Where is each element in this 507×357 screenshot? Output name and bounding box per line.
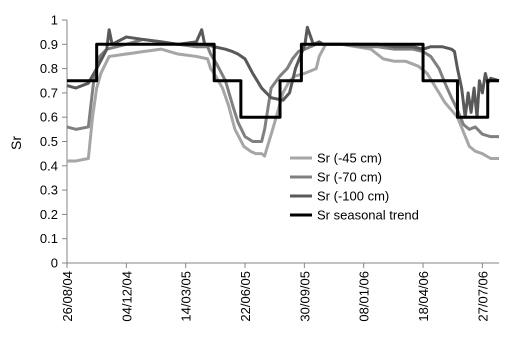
x-tick-label: 30/09/05: [297, 271, 312, 322]
y-tick-label: 0.7: [40, 85, 58, 100]
y-tick-label: 0.2: [40, 207, 58, 222]
y-tick-label: 0.3: [40, 183, 58, 198]
series-line-sr-100-cm: [66, 25, 500, 119]
legend-label: Sr seasonal trend: [317, 208, 419, 223]
x-axis: 26/08/04 04/12/04 14/03/05 22/06/05 30/09/05…: [60, 262, 499, 322]
y-tick-label: 0.8: [40, 61, 58, 76]
y-axis-title: Sr: [8, 136, 24, 150]
y-tick-label: 0.9: [40, 37, 58, 52]
x-tick-label: 08/01/06: [357, 271, 372, 322]
legend-label: Sr (-70 cm): [317, 170, 382, 185]
series-line-sr-seasonal-trend: [67, 42, 499, 119]
x-tick-label: 26/08/04: [60, 271, 75, 322]
legend-label: Sr (-45 cm): [317, 151, 382, 166]
x-tick-label: 27/07/06: [475, 271, 490, 322]
y-tick-label: 0: [51, 256, 58, 271]
plot-area: [66, 25, 500, 163]
y-tick-label: 0.4: [40, 158, 58, 173]
x-tick-label: 04/12/04: [119, 271, 134, 322]
x-tick-label: 22/06/05: [238, 271, 253, 322]
legend: Sr (-45 cm) Sr (-70 cm) Sr (-100 cm) Sr sea…: [290, 151, 419, 223]
legend-label: Sr (-100 cm): [317, 189, 389, 204]
y-tick-label: 0.1: [40, 231, 58, 246]
series-line-sr-45-cm: [67, 42, 499, 163]
x-tick-label: 18/04/06: [416, 271, 431, 322]
y-tick-label: 1: [51, 13, 58, 28]
y-tick-label: 0.5: [40, 134, 58, 149]
y-axis: 0 0.1 0.2 0.3 0.4 0.5 0.6 0.7 0.8 0.9 1: [40, 13, 68, 271]
x-tick-label: 14/03/05: [179, 271, 194, 322]
y-tick-label: 0.6: [40, 110, 58, 125]
